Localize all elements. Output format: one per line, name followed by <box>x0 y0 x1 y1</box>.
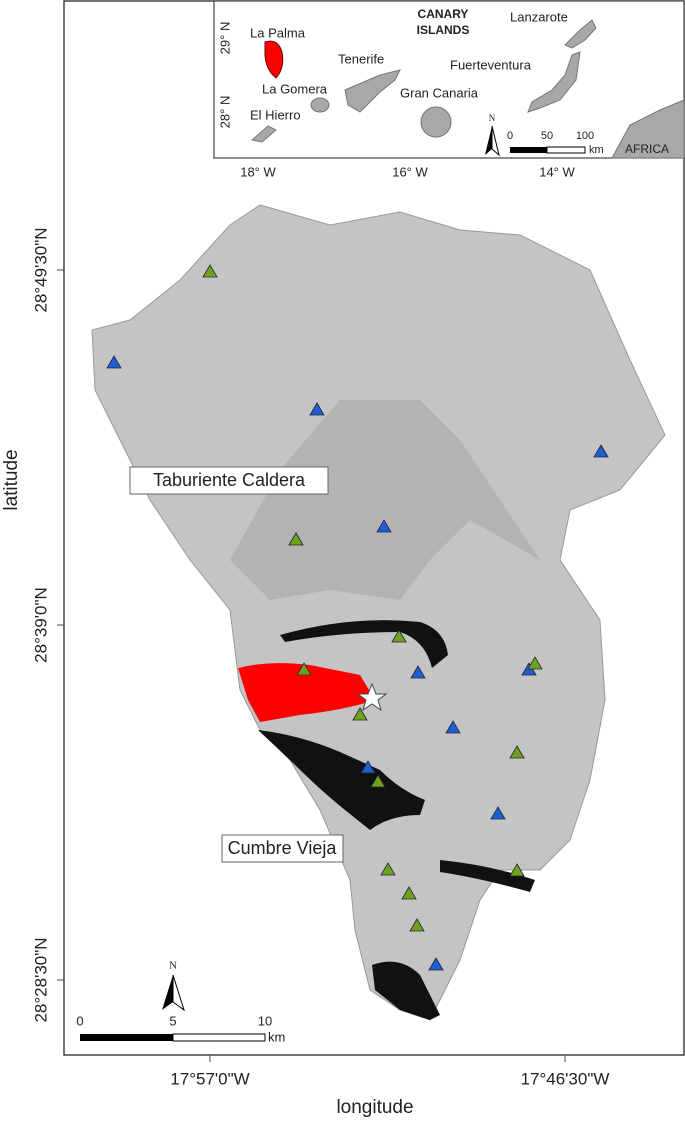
inset-island <box>310 97 330 113</box>
inset-north-label: N <box>489 113 496 123</box>
y-axis-label: latitude <box>1 449 22 510</box>
station-marker <box>352 707 368 721</box>
x-axis-label: longitude <box>336 1097 413 1118</box>
station-markers <box>106 264 609 971</box>
station-marker <box>391 629 407 643</box>
north-arrow <box>162 975 173 1010</box>
inset-title: CANARY <box>418 7 469 21</box>
inset-north-arrow <box>491 125 500 157</box>
inset-x-tick-label: 18° W <box>240 164 276 179</box>
station-marker <box>309 402 325 416</box>
inset-island <box>250 125 277 143</box>
caldera-shade <box>230 400 540 600</box>
inset-continent <box>611 99 685 159</box>
inset-scale-label: 0 <box>507 130 513 142</box>
station-marker <box>202 264 218 278</box>
continent-label: AFRICA <box>625 142 669 156</box>
station-marker <box>509 863 525 877</box>
station-marker <box>445 720 461 734</box>
inset-scale-label: 100 <box>576 130 594 142</box>
north-arrow <box>172 974 185 1012</box>
scale-unit: km <box>268 1029 285 1044</box>
scale-label: 0 <box>76 1013 83 1028</box>
inset-island <box>420 106 452 138</box>
island-label: Gran Canaria <box>400 85 479 100</box>
inset-scale-bar <box>510 147 547 153</box>
x-tick-label: 17°57'0"W <box>170 1069 249 1088</box>
inset-scale-unit: km <box>589 144 604 156</box>
inset-island <box>264 40 284 79</box>
inset-frame <box>213 0 685 159</box>
station-marker <box>288 532 304 546</box>
station-marker <box>593 444 609 458</box>
scale-label: 10 <box>258 1013 272 1028</box>
station-marker <box>410 665 426 679</box>
inset-y-tick-label: 29° N <box>217 22 232 55</box>
caldera-label: Taburiente Caldera <box>153 470 306 490</box>
inset-title: ISLANDS <box>417 23 470 37</box>
station-marker <box>360 760 376 774</box>
y-tick-label: 28°49'30"N <box>31 227 50 312</box>
station-marker <box>527 656 543 670</box>
north-label: N <box>169 960 177 972</box>
inset-island <box>527 51 581 113</box>
station-marker <box>296 662 312 676</box>
island-label: Fuerteventura <box>450 57 532 72</box>
label-box <box>129 466 329 495</box>
inset-island <box>564 19 597 49</box>
station-marker <box>490 806 506 820</box>
station-marker <box>401 886 417 900</box>
scale-label: 5 <box>169 1013 176 1028</box>
island-label: El Hierro <box>250 107 301 122</box>
station-marker <box>380 862 396 876</box>
island-label: Tenerife <box>338 51 384 66</box>
island-label: La Gomera <box>262 81 328 96</box>
lava-flows <box>258 620 535 1020</box>
station-marker <box>509 745 525 759</box>
new-lava-flow <box>238 663 375 722</box>
scale-bar <box>80 1034 173 1041</box>
y-tick-label: 28°39'0"N <box>31 587 50 663</box>
scale-bar <box>172 1033 266 1042</box>
inset-scale-bar <box>546 146 586 154</box>
station-marker <box>370 774 386 788</box>
inset-x-tick-label: 14° W <box>539 164 575 179</box>
inset-island <box>344 69 401 113</box>
inset-north-arrow <box>485 126 492 155</box>
ridge-label: Cumbre Vieja <box>228 838 338 858</box>
station-marker <box>409 918 425 932</box>
inset-scale-label: 50 <box>541 130 553 142</box>
station-marker <box>376 519 392 533</box>
inset-map: CANARY ISLANDS La Palma La Gomera El Hie… <box>213 0 685 179</box>
eruption-vent <box>356 682 388 712</box>
inset-x-tick-label: 16° W <box>392 164 428 179</box>
station-marker <box>106 355 122 369</box>
island-label: Lanzarote <box>510 9 568 24</box>
y-tick-label: 28°28'30"N <box>31 937 50 1022</box>
inset-y-tick-label: 28° N <box>217 96 232 129</box>
x-tick-label: 17°46'30"W <box>521 1069 610 1088</box>
label-box <box>221 834 344 863</box>
station-marker <box>428 957 444 971</box>
island-label: La Palma <box>250 25 306 40</box>
